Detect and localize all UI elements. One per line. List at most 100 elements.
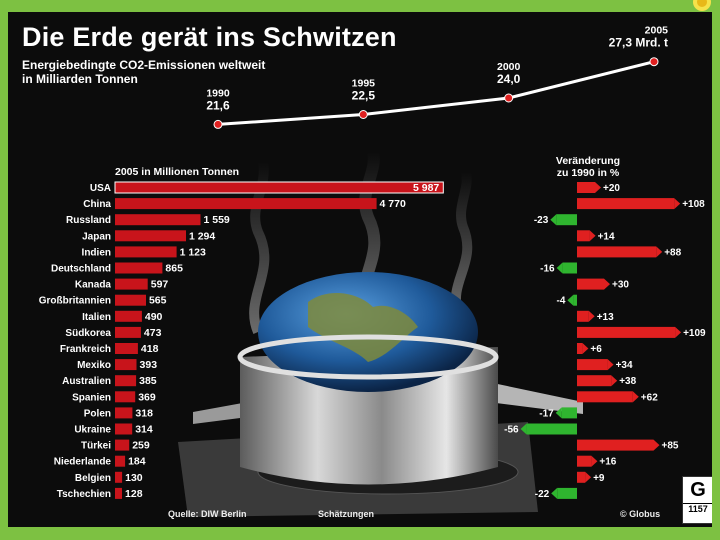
bar-value-label: 565 [149,295,167,307]
bar-category-label: Südkorea [65,328,111,339]
change-bar-positive [577,375,612,387]
bar [115,230,186,242]
subtitle-line-2: in Milliarden Tonnen [22,72,138,86]
change-value-label: -16 [540,264,555,275]
pot-rim [237,334,499,380]
change-arrow-up [589,230,596,242]
bar-value-label: 490 [145,311,163,323]
change-bar-negative [562,262,577,274]
bar-value-label: 1 559 [203,214,229,226]
bar-value-label: 4 770 [380,198,406,210]
bar-value-label: 128 [125,488,143,500]
change-arrow-down [551,487,558,499]
bar-value-label: 314 [135,424,153,436]
change-bar-positive [577,246,657,258]
line-year-label: 2000 [497,61,521,73]
change-arrow-down [556,262,563,274]
change-bar-positive [577,471,586,483]
line-year-label: 1995 [352,78,376,90]
bar-category-label: Indien [82,247,111,258]
change-arrow-down [550,214,557,226]
bar-category-label: Polen [84,408,111,419]
emissions-line [217,60,655,126]
change-bar-positive [577,310,589,322]
bar [115,423,133,435]
change-value-label: +9 [593,473,605,484]
bar-category-label: Tschechien [57,489,111,500]
change-bar-positive [577,230,590,242]
globe-landmass [308,292,418,362]
bar-value-label: 473 [144,327,162,339]
emissions-bar-chart: USA 5 987 China 4 770 Russland 1 559 Japan 1 29… [39,181,444,500]
bar-category-label: Australien [62,376,111,387]
globus-logo-letter: G [690,479,706,501]
source-note: Quelle: DIW Berlin [168,509,247,519]
change-value-label: +13 [597,312,614,323]
pot-handle-right [488,382,583,414]
bar [115,375,137,387]
bar-value-label: 597 [151,279,169,291]
bar [115,343,138,354]
bar [115,246,177,258]
bar-category-label: Mexiko [77,360,111,371]
bar [115,471,123,483]
bar-value-label: 385 [139,375,157,387]
change-value-label: -23 [534,215,549,226]
bar [115,262,163,274]
change-bar-negative [561,407,577,419]
change-value-label: +14 [598,231,615,242]
change-header-line-1: Veränderung [556,155,620,167]
bar [115,214,201,226]
change-value-label: +108 [682,199,705,210]
bar-value-label: 1 123 [180,246,206,258]
bar-category-label: Italien [82,312,111,323]
infographic: Die Erde gerät ins Schwitzen Energiebedi… [8,12,712,527]
change-bar-positive [577,343,583,354]
sun-logo-icon [693,0,711,11]
pot-body [240,347,498,485]
chart-subtitle: Energiebedingte CO2-Emissionen weltweit … [22,58,362,86]
line-year-label: 2005 [645,25,669,37]
bar [115,294,146,306]
bar-value-label: 318 [135,407,153,419]
change-bar-negative [556,214,577,226]
change-arrow-down [555,407,562,419]
bar-value-label: 865 [165,263,183,275]
bar-category-label: China [83,199,111,210]
change-arrow-up [632,391,639,403]
publisher-credit: © Globus [620,509,661,519]
change-arrow-up [653,439,660,451]
change-value-label: -4 [556,296,565,307]
change-arrow-down [567,294,574,306]
bar-category-label: Niederlande [54,457,112,468]
bar-category-label: Japan [82,231,111,242]
change-arrow-up [604,278,610,290]
change-bar-positive [577,278,604,290]
change-value-label: +85 [662,441,679,452]
bar [115,455,126,467]
line-value-label: 22,5 [352,89,376,103]
change-value-label: +30 [612,280,629,291]
change-bar-positive [577,359,608,371]
line-point [358,110,368,119]
bar [115,278,148,290]
bar [115,407,133,419]
change-bar-positive [577,391,633,403]
bar [115,439,130,451]
bar-value-label: 1 294 [189,230,215,242]
bar-category-label: Russland [66,215,111,226]
change-header-line-2: zu 1990 in % [557,167,620,179]
change-arrow-up [607,359,614,371]
bar-value-label: 259 [132,440,150,452]
globus-logo: G 1157 [682,476,712,524]
line-year-label: 1990 [206,87,230,99]
bar-category-label: Großbritannien [39,296,111,307]
line-point [649,57,659,67]
bar-value-label: 393 [140,359,158,371]
change-arrow-up [595,182,601,193]
bars-header: 2005 in Millionen Tonnen [115,166,239,178]
change-value-label: +38 [619,376,636,387]
change-arrow-up [674,198,681,210]
bar-value-label: 130 [125,472,143,484]
